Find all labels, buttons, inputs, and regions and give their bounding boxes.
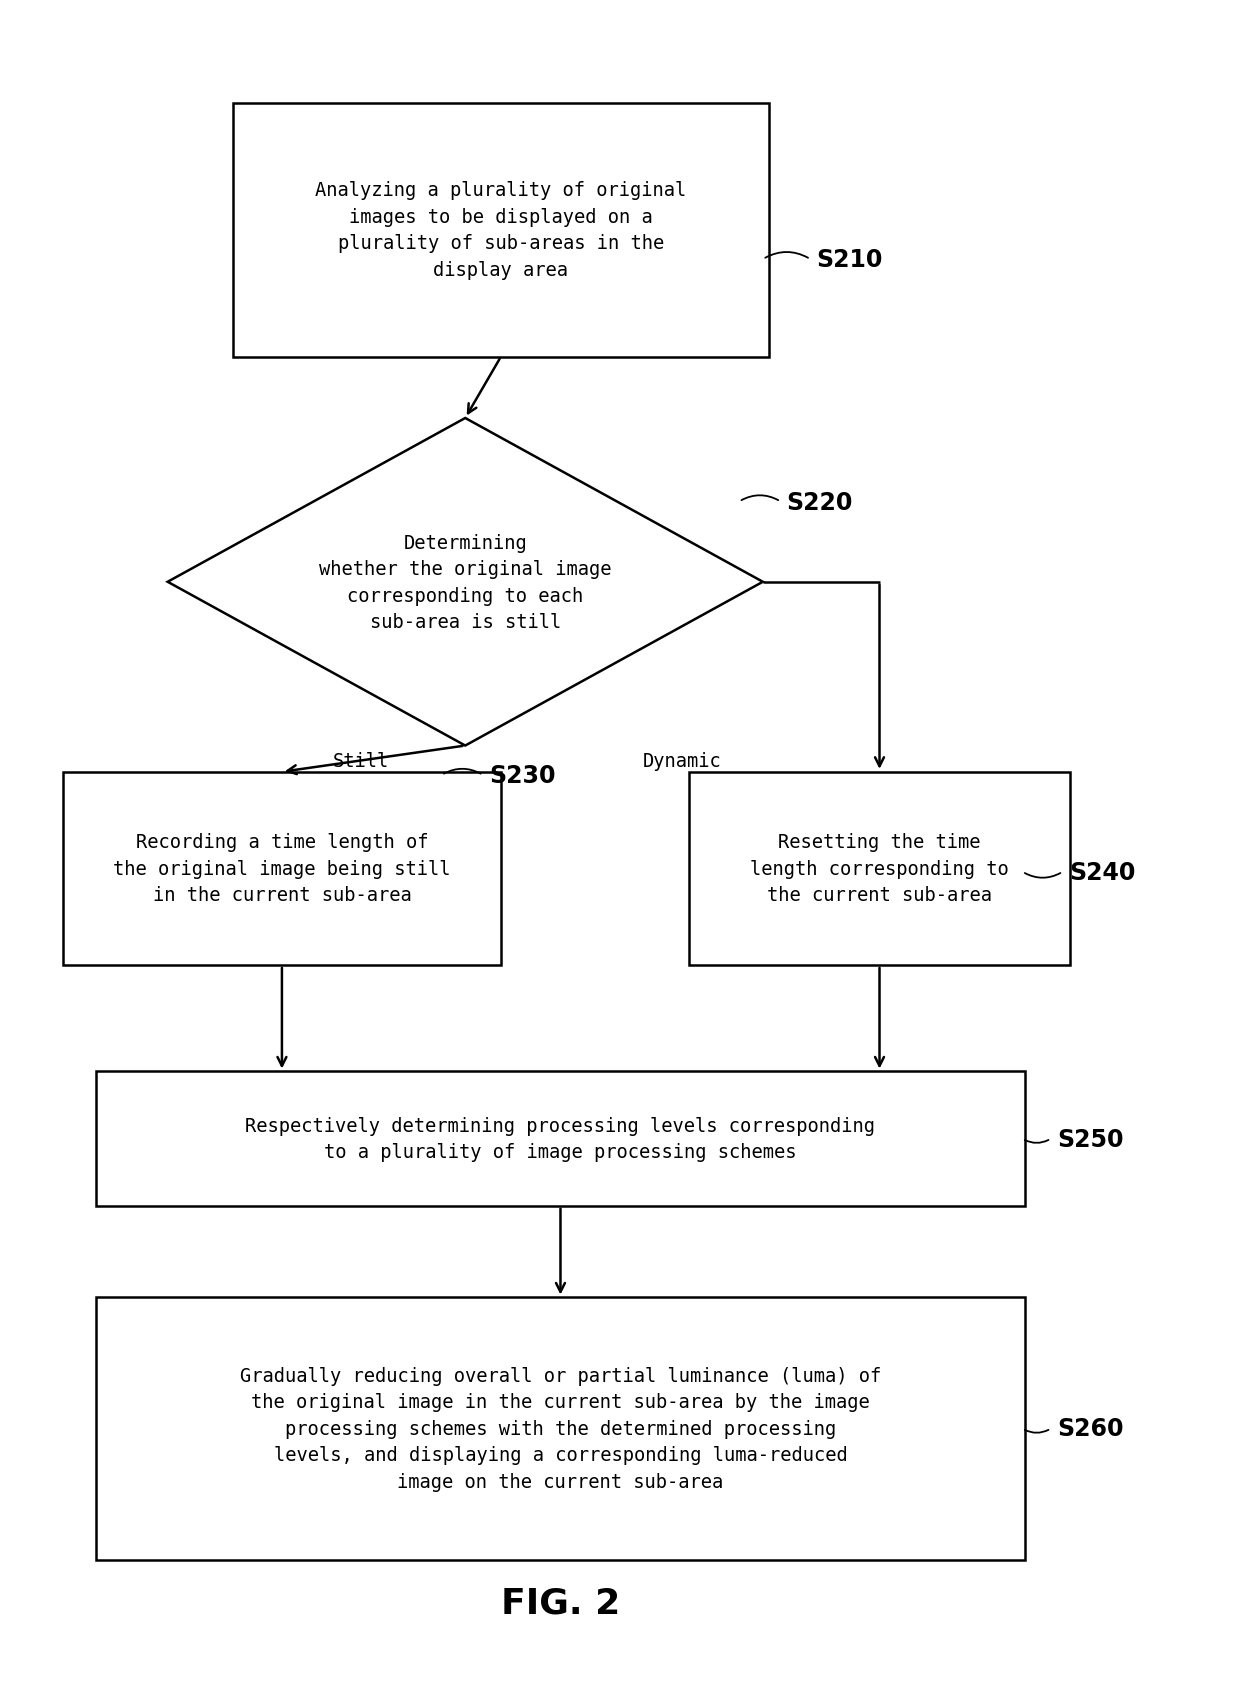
FancyBboxPatch shape — [97, 1072, 1024, 1205]
Text: Determining
whether the original image
corresponding to each
sub-area is still: Determining whether the original image c… — [319, 534, 611, 631]
Text: S250: S250 — [1056, 1127, 1123, 1151]
FancyBboxPatch shape — [63, 772, 501, 965]
FancyBboxPatch shape — [233, 104, 769, 358]
Text: Resetting the time
length corresponding to
the current sub-area: Resetting the time length corresponding … — [750, 832, 1009, 905]
Text: Respectively determining processing levels corresponding
to a plurality of image: Respectively determining processing leve… — [246, 1117, 875, 1161]
FancyBboxPatch shape — [689, 772, 1070, 965]
Text: S220: S220 — [786, 491, 853, 515]
FancyBboxPatch shape — [97, 1298, 1024, 1560]
Text: S240: S240 — [1069, 859, 1135, 885]
Text: S260: S260 — [1056, 1417, 1123, 1441]
Text: Analyzing a plurality of original
images to be displayed on a
plurality of sub-a: Analyzing a plurality of original images… — [315, 181, 687, 280]
Text: Still: Still — [332, 752, 388, 771]
Text: Gradually reducing overall or partial luminance (luma) of
the original image in : Gradually reducing overall or partial lu… — [239, 1366, 882, 1492]
Polygon shape — [167, 419, 763, 747]
Text: S210: S210 — [816, 247, 883, 273]
Text: FIG. 2: FIG. 2 — [501, 1586, 620, 1620]
Text: S230: S230 — [489, 764, 556, 788]
Text: Recording a time length of
the original image being still
in the current sub-are: Recording a time length of the original … — [113, 832, 450, 905]
Text: Dynamic: Dynamic — [642, 752, 722, 771]
